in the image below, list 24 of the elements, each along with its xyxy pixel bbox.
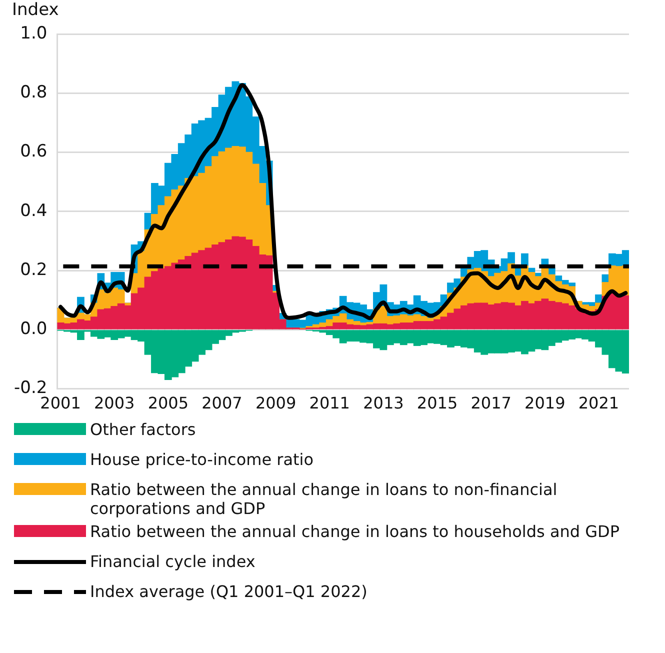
y-tick-label: 0.0 bbox=[20, 319, 48, 340]
x-tick-label: 2001 bbox=[40, 394, 81, 413]
y-tick-label: 1.0 bbox=[20, 23, 48, 44]
x-tick-label: 2021 bbox=[578, 394, 620, 413]
x-tick-label: 2003 bbox=[94, 394, 135, 413]
x-tick-label: 2009 bbox=[255, 394, 296, 413]
x-tick-label: 2011 bbox=[309, 394, 350, 413]
x-tick-label: 2015 bbox=[416, 394, 458, 413]
y-axis-title: Index bbox=[12, 0, 59, 20]
x-tick-label: 2005 bbox=[148, 394, 189, 413]
y-tick-label: 0.6 bbox=[20, 142, 48, 162]
legend-label: Ratio between the annual change in loans to households and GDP bbox=[90, 522, 620, 541]
y-tick-label: 0.2 bbox=[20, 260, 48, 280]
legend-label: House price-to-income ratio bbox=[90, 450, 315, 469]
x-tick-label: 2019 bbox=[524, 394, 566, 413]
x-tick-label: 2007 bbox=[202, 394, 242, 413]
y-tick-label: 0.8 bbox=[20, 82, 48, 103]
legend-label: Other factors bbox=[90, 420, 197, 439]
x-tick-label: 2013 bbox=[363, 394, 404, 413]
x-tick-label: 2017 bbox=[470, 394, 512, 413]
legend-label: Index average (Q1 2001–Q1 2022) bbox=[90, 582, 368, 601]
y-tick-label: 0.4 bbox=[20, 200, 48, 221]
legend-label: Financial cycle index bbox=[90, 552, 256, 571]
legend-label: Ratio between the annual change in loans to non-financial corporations and GDP bbox=[90, 480, 558, 518]
